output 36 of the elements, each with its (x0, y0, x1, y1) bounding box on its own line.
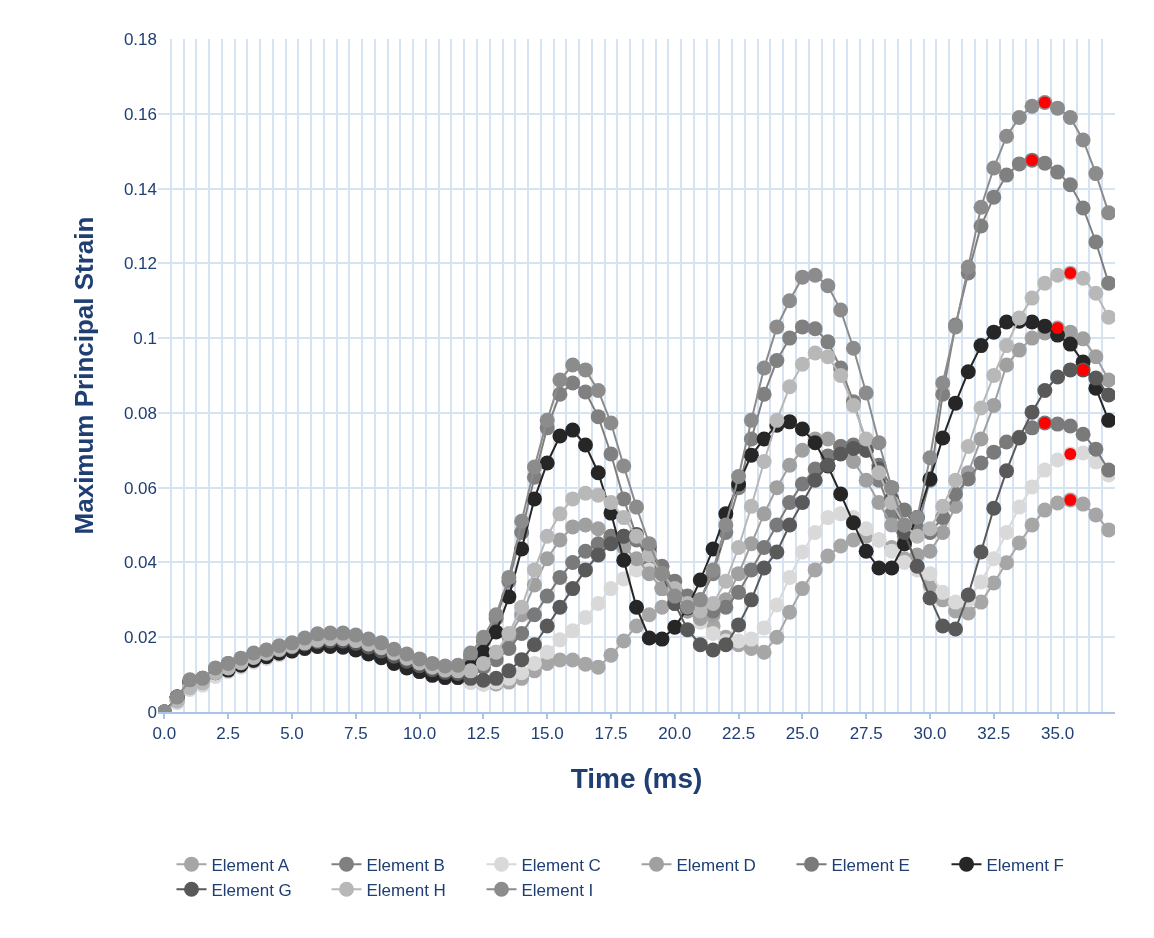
x-tick-label: 32.5 (977, 724, 1011, 744)
legend-label: Element D (676, 855, 756, 875)
legend-label: Element B (366, 855, 445, 875)
legend-label: Element A (211, 855, 290, 875)
x-tick-label: 7.5 (343, 724, 368, 744)
y-tick-label: 0.08 (123, 403, 157, 423)
x-tick-label: 2.5 (216, 724, 240, 744)
legend-label: Element I (521, 880, 594, 900)
y-tick-label: 0.06 (123, 478, 157, 498)
legend-label: Element H (366, 880, 446, 900)
x-tick-label: 10.0 (403, 724, 437, 744)
y-tick-label: 0.16 (123, 104, 157, 124)
x-tick-label: 27.5 (849, 724, 883, 744)
y-tick-label: 0.14 (123, 179, 157, 199)
x-tick-label: 30.0 (913, 724, 947, 744)
y-tick-label: 0.1 (133, 329, 157, 349)
x-tick-label: 20.0 (658, 724, 692, 744)
y-tick-label: 0.18 (123, 29, 157, 49)
y-tick-label: 0.04 (123, 553, 157, 573)
x-tick-label: 22.5 (722, 724, 756, 744)
x-tick-label: 35.0 (1041, 724, 1075, 744)
y-axis-title: Maximum Principal Strain (69, 216, 100, 535)
x-tick-label: 15.0 (530, 724, 564, 744)
legend-label: Element C (521, 855, 601, 875)
x-tick-label: 12.5 (466, 724, 500, 744)
x-tick-label: 17.5 (594, 724, 628, 744)
x-tick-label: 25.0 (785, 724, 819, 744)
x-axis-title: Time (ms) (570, 763, 703, 794)
y-tick-label: 0 (147, 702, 157, 722)
y-tick-label: 0.12 (123, 254, 157, 274)
x-tick-label: 0.0 (152, 724, 177, 744)
legend-label: Element G (211, 880, 292, 900)
legend-label: Element F (986, 855, 1064, 875)
y-tick-label: 0.02 (123, 628, 157, 648)
x-tick-label: 5.0 (280, 724, 304, 744)
legend-label: Element E (831, 855, 910, 875)
